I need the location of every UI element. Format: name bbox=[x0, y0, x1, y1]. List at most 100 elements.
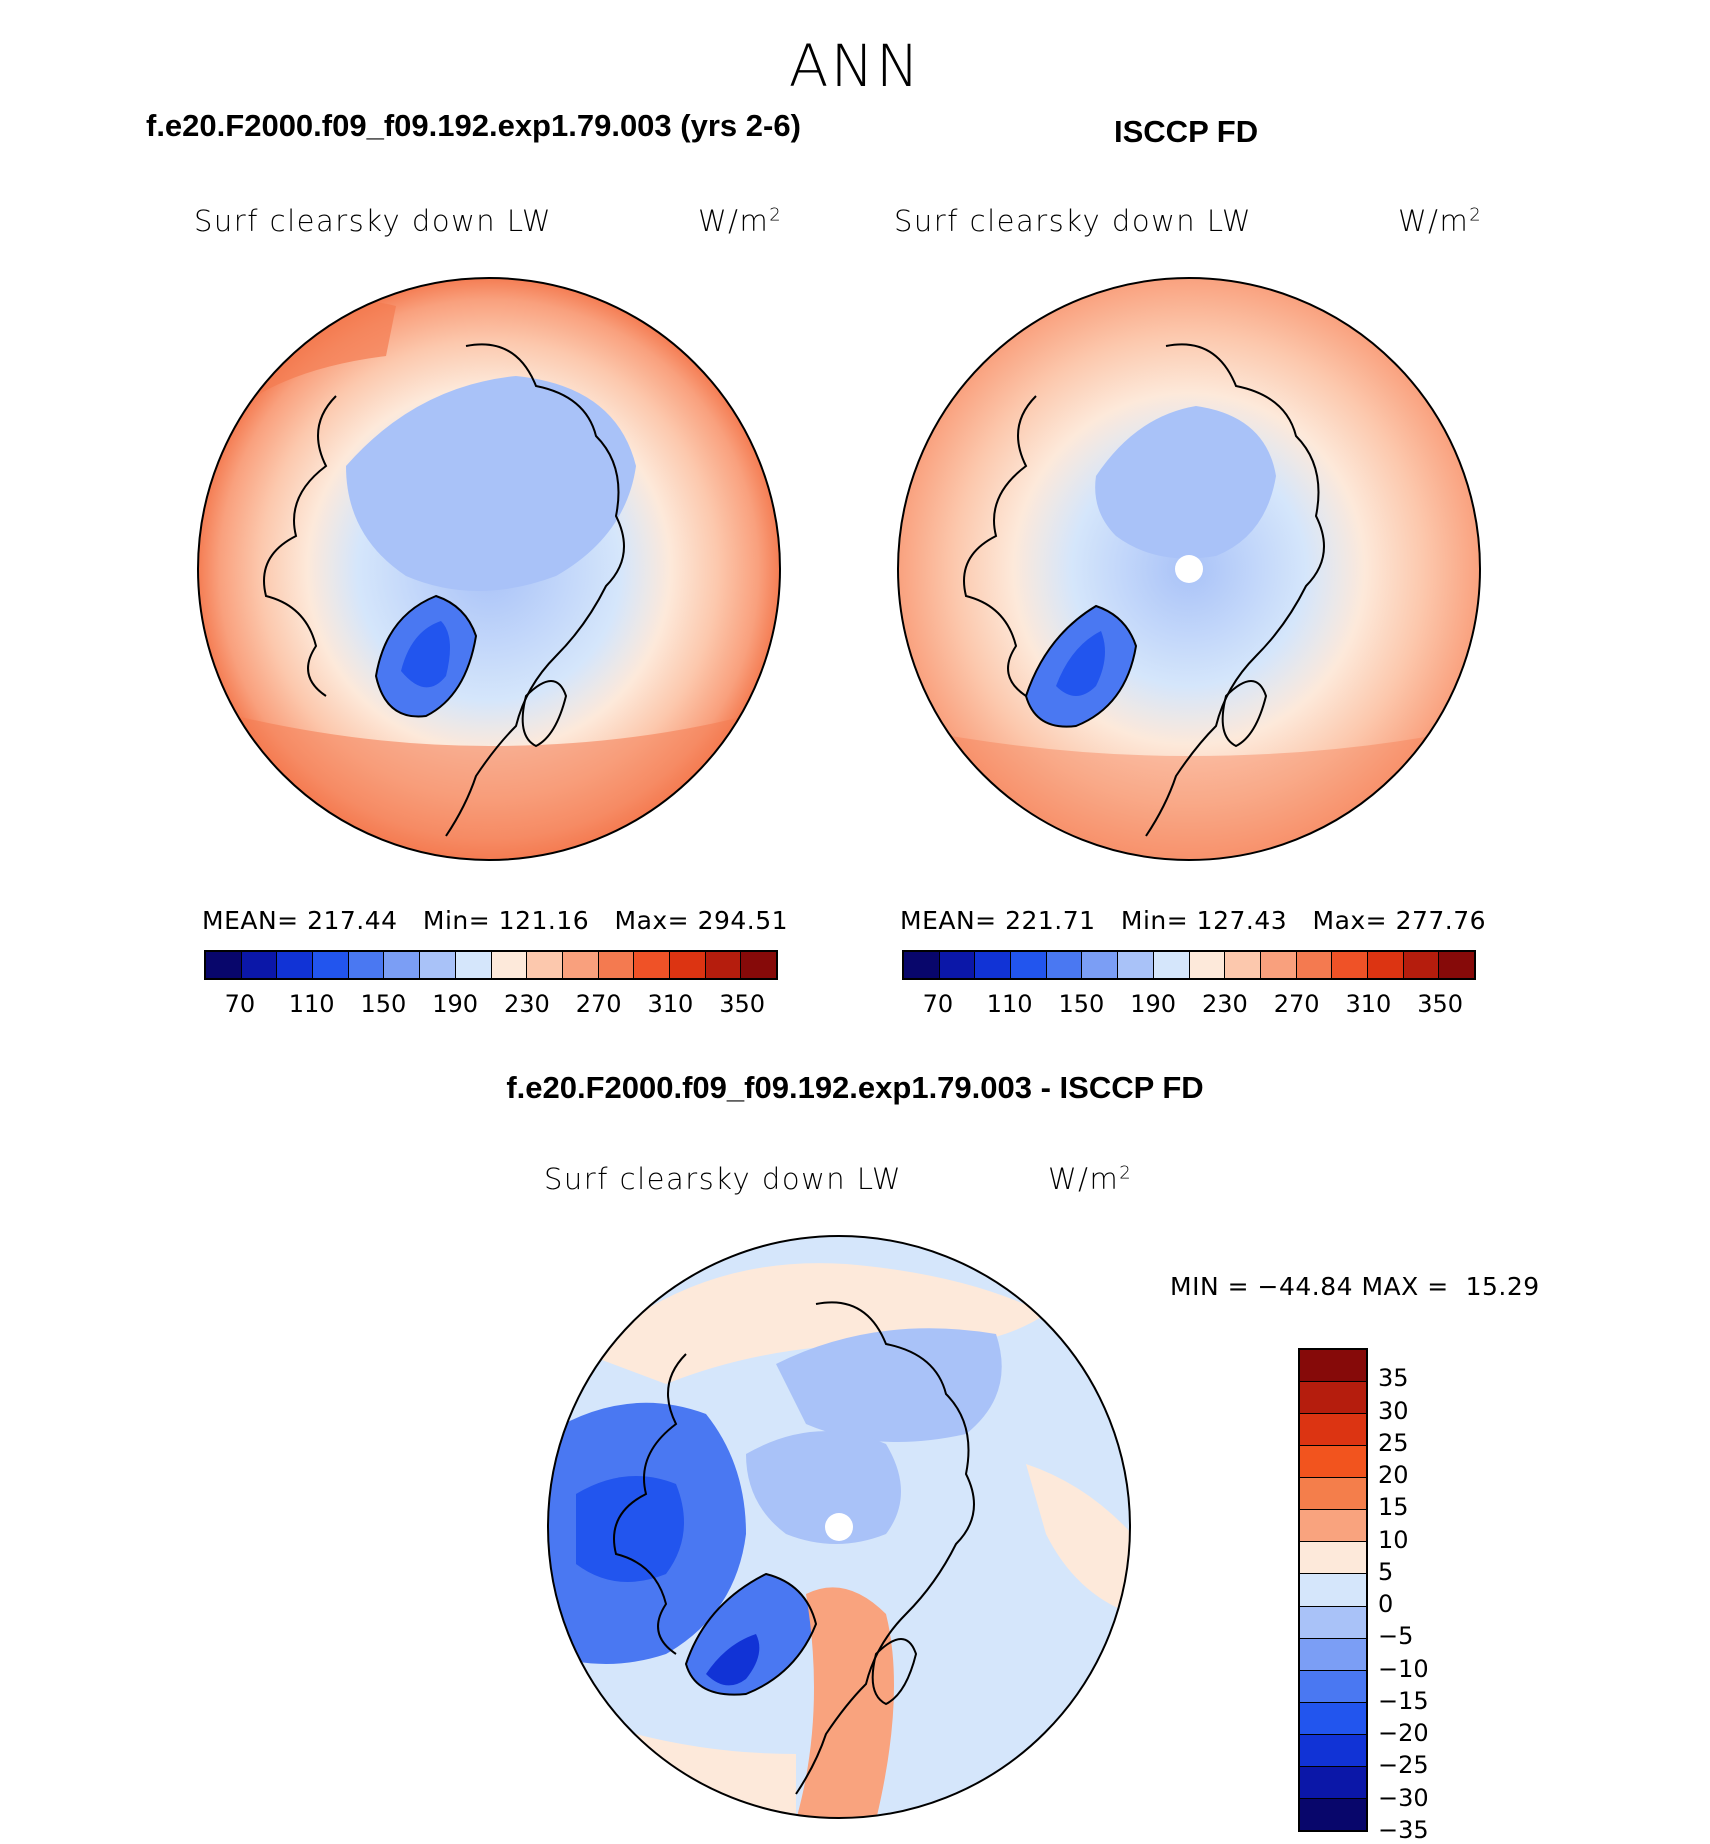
colorbar-tick-label: 230 bbox=[1201, 990, 1248, 1018]
diff-coastline-greenland bbox=[684, 1572, 818, 1696]
colorbar-tick-label: −5 bbox=[1378, 1622, 1414, 1651]
colorbar-tick-label: 10 bbox=[1378, 1525, 1409, 1554]
colorbar-swatch bbox=[1118, 952, 1154, 978]
colorbar-swatch bbox=[1300, 1478, 1366, 1511]
colorbar-swatch bbox=[206, 952, 242, 978]
colorbar-swatch bbox=[313, 952, 349, 978]
colorbar-tick-label: 150 bbox=[1058, 990, 1105, 1018]
colorbar-tick-label: 350 bbox=[719, 990, 766, 1018]
colorbar-swatch bbox=[1300, 1734, 1366, 1767]
diff-coastline-americas bbox=[613, 1353, 687, 1655]
colorbar-tick-label: 5 bbox=[1378, 1557, 1394, 1586]
colorbar-swatch bbox=[741, 952, 776, 978]
colorbar-swatch bbox=[420, 952, 456, 978]
colorbar-tick-label: 150 bbox=[360, 990, 407, 1018]
obs-variable-label: Surf clearsky down LW bbox=[894, 204, 1253, 238]
colorbar-swatch bbox=[1300, 1350, 1366, 1383]
colorbar-tick-label: −10 bbox=[1378, 1654, 1429, 1683]
obs-coastline-eurasia bbox=[1145, 343, 1325, 837]
colorbar-swatch bbox=[1153, 952, 1190, 978]
colorbar-tick-label: 70 bbox=[224, 990, 256, 1018]
colorbar-swatch bbox=[1189, 952, 1226, 978]
model-coastline-eurasia bbox=[445, 343, 625, 837]
colorbar-swatch bbox=[491, 952, 528, 978]
colorbar-swatch bbox=[1082, 952, 1119, 978]
obs-coastline-greenland bbox=[1024, 604, 1138, 728]
colorbar-tick-label: 350 bbox=[1417, 990, 1464, 1018]
diff-pole-missing-data bbox=[825, 1513, 853, 1541]
obs-case-title: ISCCP FD bbox=[1114, 114, 1259, 149]
colorbar-tick-label: 270 bbox=[1273, 990, 1320, 1018]
model-stats: MEAN= 217.44 Min= 121.16 Max= 294.51 bbox=[202, 906, 789, 935]
colorbar-swatch bbox=[705, 952, 742, 978]
obs-stats: MEAN= 221.71 Min= 127.43 Max= 277.76 bbox=[900, 906, 1487, 935]
colorbar-swatch bbox=[455, 952, 492, 978]
colorbar-swatch bbox=[904, 952, 940, 978]
model-case-title: f.e20.F2000.f09_f09.192.exp1.79.003 (yrs… bbox=[146, 108, 801, 143]
colorbar-swatch bbox=[939, 952, 976, 978]
colorbar-tick-label: 310 bbox=[647, 990, 694, 1018]
diff-field-central-arctic bbox=[746, 1431, 901, 1544]
colorbar-swatch bbox=[1367, 952, 1404, 978]
diff-coastline-scandinavia bbox=[871, 1638, 918, 1706]
colorbar-tick-label: 70 bbox=[922, 990, 954, 1018]
colorbar-tick-label: 110 bbox=[986, 990, 1033, 1018]
colorbar-swatch bbox=[277, 952, 314, 978]
diff-polar-map bbox=[547, 1235, 1131, 1819]
obs-coastline-scandinavia bbox=[1221, 680, 1268, 748]
diff-coastline-eurasia bbox=[795, 1301, 975, 1795]
obs-colorbar bbox=[902, 950, 1476, 980]
colorbar-tick-label: −15 bbox=[1378, 1686, 1429, 1715]
colorbar-swatch bbox=[1300, 1702, 1366, 1735]
colorbar-swatch bbox=[1300, 1638, 1366, 1671]
obs-coastline-americas bbox=[963, 395, 1037, 697]
model-coastline-greenland bbox=[374, 594, 478, 718]
colorbar-tick-label: 230 bbox=[503, 990, 550, 1018]
colorbar-swatch bbox=[1332, 952, 1368, 978]
colorbar-tick-label: 190 bbox=[432, 990, 479, 1018]
colorbar-swatch bbox=[1300, 1510, 1366, 1543]
obs-pole-missing-data bbox=[1175, 555, 1203, 583]
colorbar-tick-label: −25 bbox=[1378, 1751, 1429, 1780]
diff-field-siberia bbox=[776, 1328, 1002, 1442]
colorbar-tick-label: 20 bbox=[1378, 1461, 1409, 1490]
colorbar-tick-label: 15 bbox=[1378, 1493, 1409, 1522]
model-coastline-americas bbox=[263, 395, 337, 697]
colorbar-swatch bbox=[1300, 1606, 1366, 1639]
colorbar-tick-label: 190 bbox=[1130, 990, 1177, 1018]
diff-units-label: W/m2 bbox=[1048, 1162, 1133, 1196]
diff-field-north-pacific bbox=[586, 1263, 1046, 1384]
diff-field-europe-warm bbox=[796, 1587, 894, 1818]
diff-minmax: MIN = −44.84 MAX = 15.29 bbox=[1170, 1272, 1540, 1301]
colorbar-swatch bbox=[527, 952, 563, 978]
colorbar-swatch bbox=[384, 952, 421, 978]
colorbar-swatch bbox=[1439, 952, 1474, 978]
obs-units-label: W/m2 bbox=[1398, 204, 1483, 238]
colorbar-swatch bbox=[562, 952, 599, 978]
colorbar-tick-label: −20 bbox=[1378, 1719, 1429, 1748]
model-field-arctic bbox=[346, 376, 636, 591]
obs-field-arctic bbox=[1095, 406, 1276, 559]
model-variable-label: Surf clearsky down LW bbox=[194, 204, 553, 238]
colorbar-swatch bbox=[1046, 952, 1083, 978]
colorbar-tick-label: 25 bbox=[1378, 1428, 1409, 1457]
diff-colorbar bbox=[1298, 1348, 1368, 1832]
colorbar-tick-label: 110 bbox=[288, 990, 335, 1018]
colorbar-swatch bbox=[1300, 1574, 1366, 1607]
colorbar-tick-label: −30 bbox=[1378, 1783, 1429, 1812]
colorbar-swatch bbox=[348, 952, 385, 978]
diff-field-pacific-east-warm bbox=[1026, 1464, 1130, 1614]
colorbar-tick-label: 30 bbox=[1378, 1396, 1409, 1425]
colorbar-swatch bbox=[1300, 1382, 1366, 1415]
colorbar-tick-label: 0 bbox=[1378, 1590, 1394, 1619]
colorbar-swatch bbox=[1300, 1798, 1366, 1830]
colorbar-tick-label: 35 bbox=[1378, 1364, 1409, 1393]
model-colorbar bbox=[204, 950, 778, 980]
colorbar-swatch bbox=[241, 952, 278, 978]
colorbar-swatch bbox=[598, 952, 635, 978]
model-units-label: W/m2 bbox=[698, 204, 783, 238]
colorbar-tick-label: −35 bbox=[1378, 1816, 1429, 1844]
colorbar-swatch bbox=[1300, 1414, 1366, 1447]
colorbar-swatch bbox=[1225, 952, 1261, 978]
colorbar-tick-label: 270 bbox=[575, 990, 622, 1018]
